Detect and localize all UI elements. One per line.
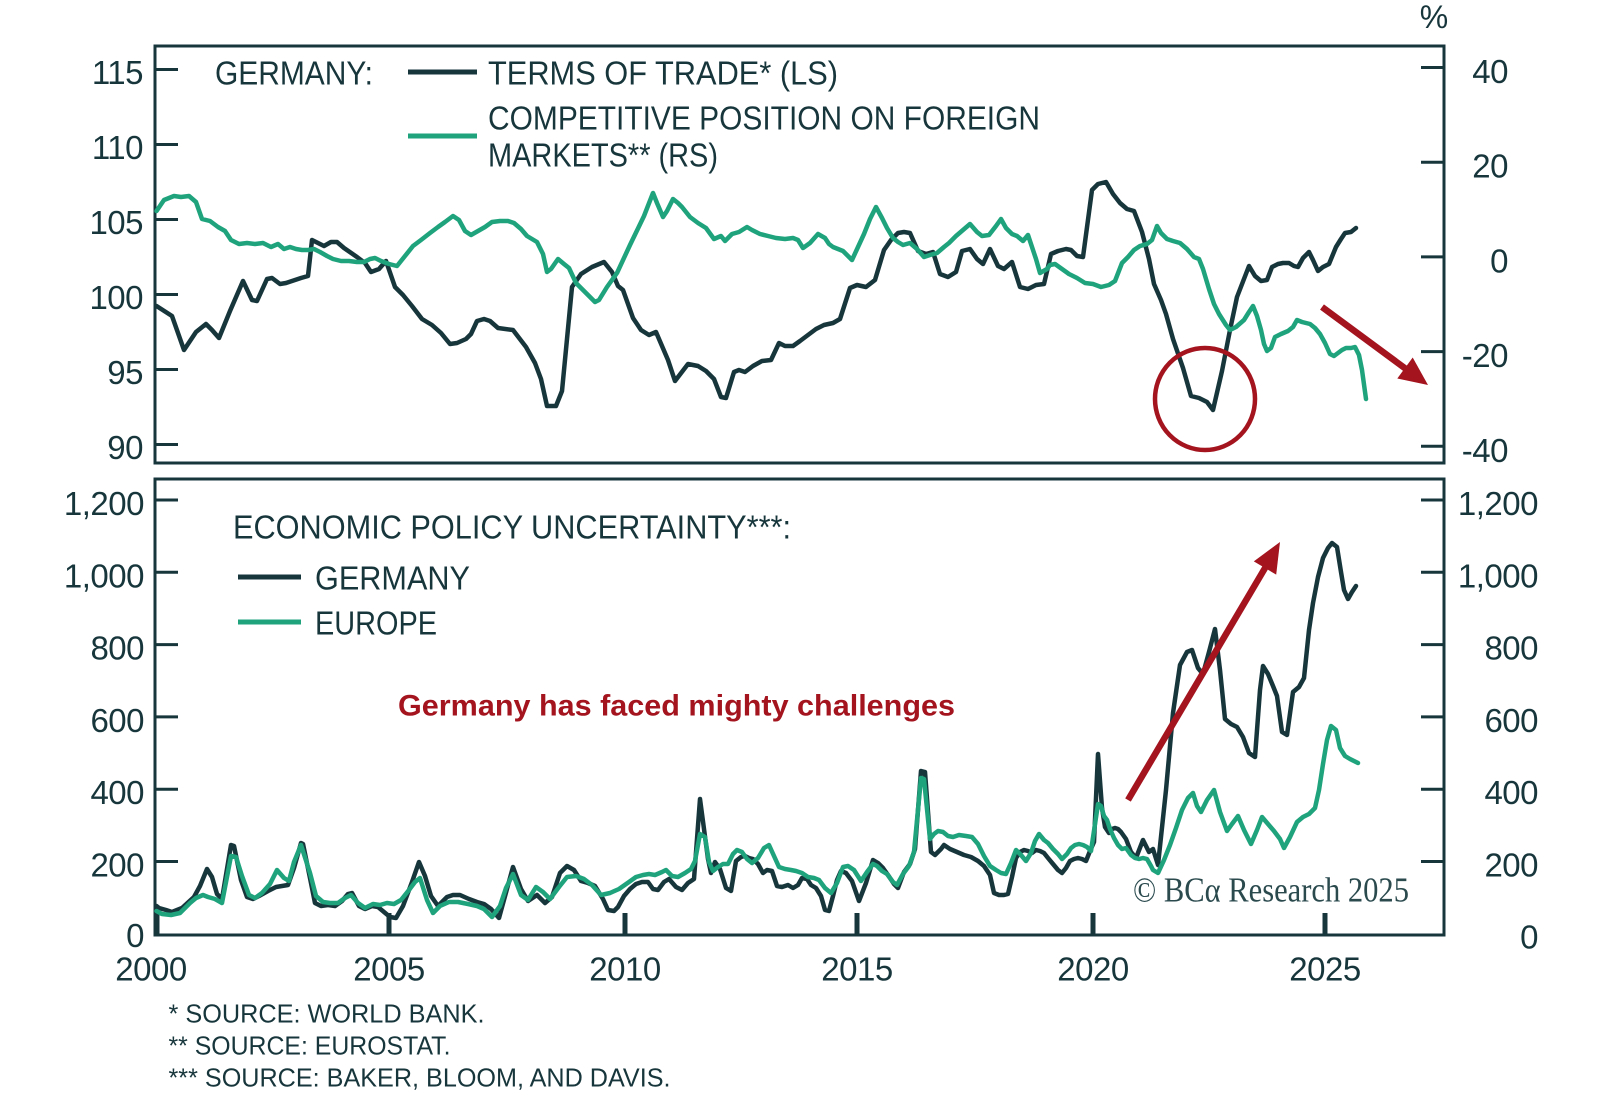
svg-text:ECONOMIC POLICY UNCERTAINTY***: ECONOMIC POLICY UNCERTAINTY***: [233,509,791,546]
svg-text:400: 400 [1484,774,1538,811]
svg-text:EUROPE: EUROPE [315,605,437,642]
svg-text:** SOURCE: EUROSTAT.: ** SOURCE: EUROSTAT. [169,1031,451,1061]
svg-text:400: 400 [90,774,144,811]
svg-text:2010: 2010 [589,951,661,988]
svg-text:-20: -20 [1462,337,1508,374]
svg-text:1,000: 1,000 [64,557,144,594]
svg-text:%: % [1420,0,1448,35]
svg-text:115: 115 [92,54,143,91]
svg-text:COMPETITIVE POSITION ON FOREIG: COMPETITIVE POSITION ON FOREIGN [488,100,1040,137]
svg-text:2025: 2025 [1289,951,1360,988]
svg-text:2000: 2000 [115,951,187,988]
svg-text:2005: 2005 [353,951,424,988]
svg-text:-40: -40 [1462,432,1508,469]
svg-text:200: 200 [1484,847,1538,884]
svg-text:GERMANY: GERMANY [315,560,470,597]
svg-text:0: 0 [1520,919,1538,956]
svg-text:90: 90 [107,429,143,466]
svg-text:MARKETS** (RS): MARKETS** (RS) [488,137,718,174]
svg-text:1,200: 1,200 [64,485,144,522]
svg-text:95: 95 [107,354,143,391]
svg-text:* SOURCE: WORLD BANK.: * SOURCE: WORLD BANK. [169,999,485,1029]
svg-text:1,000: 1,000 [1458,557,1538,594]
svg-text:*** SOURCE: BAKER, BLOOM, AND: *** SOURCE: BAKER, BLOOM, AND DAVIS. [169,1063,671,1093]
svg-text:800: 800 [90,630,144,667]
svg-text:0: 0 [126,917,144,954]
svg-text:0: 0 [1490,242,1508,279]
svg-text:Germany has faced mighty chall: Germany has faced mighty challenges [398,690,955,723]
svg-text:105: 105 [89,204,143,241]
svg-text:100: 100 [89,279,143,316]
svg-text:© BCα Research 2025: © BCα Research 2025 [1133,871,1409,910]
svg-text:2015: 2015 [821,951,892,988]
svg-text:20: 20 [1472,148,1508,185]
svg-text:200: 200 [90,847,144,884]
svg-text:GERMANY:: GERMANY: [215,55,373,92]
svg-text:110: 110 [92,129,143,166]
svg-text:1,200: 1,200 [1458,485,1538,522]
svg-text:800: 800 [1484,630,1538,667]
svg-text:600: 600 [1484,702,1538,739]
svg-text:40: 40 [1472,53,1508,90]
svg-text:600: 600 [90,702,144,739]
svg-text:TERMS OF TRADE* (LS): TERMS OF TRADE* (LS) [488,55,838,92]
svg-text:2020: 2020 [1057,951,1129,988]
